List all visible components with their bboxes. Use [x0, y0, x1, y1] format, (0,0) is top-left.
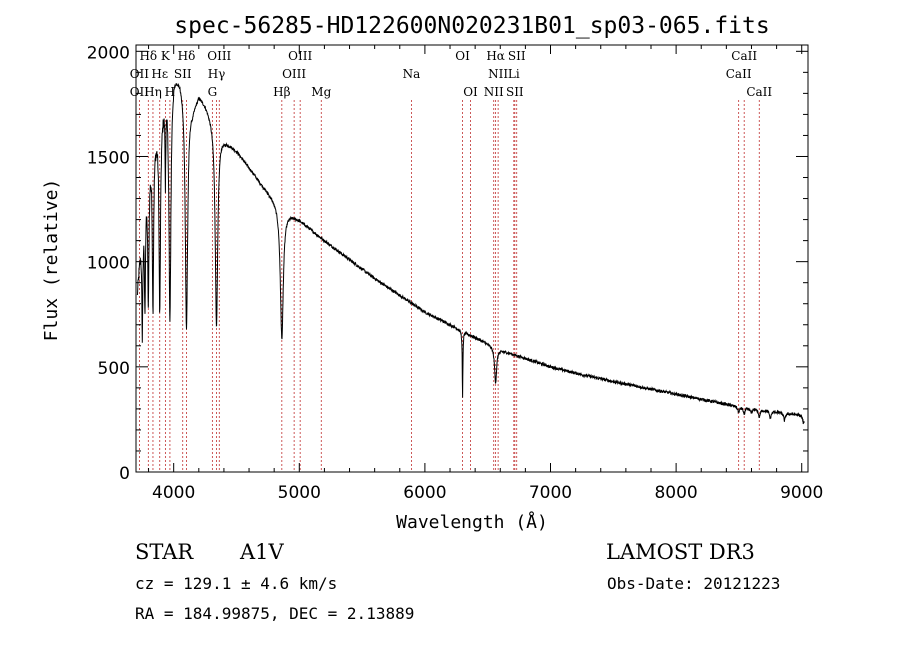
line-marker-label: OIII [207, 49, 231, 63]
line-marker-label: OIII [282, 67, 306, 81]
line-marker-label: OII [130, 67, 150, 81]
line-marker-label: Hδ [178, 49, 196, 63]
observation-date: Obs-Date: 20121223 [607, 574, 781, 593]
line-marker-label: Hα [486, 49, 505, 63]
x-tick-label: 5000 [278, 483, 321, 503]
y-tick-label: 1500 [87, 148, 130, 168]
spectrum-line [136, 82, 805, 425]
line-marker-label: G [208, 85, 218, 99]
spectrum-series [136, 82, 805, 425]
y-tick-label: 2000 [87, 43, 130, 63]
object-subclass: A1V [240, 540, 284, 564]
y-axis: 0 500 1000 1500 2000 [87, 43, 808, 484]
redshift-velocity: cz = 129.1 ± 4.6 km/s [135, 574, 338, 593]
x-tick-label: 7000 [529, 483, 572, 503]
line-marker-label: NII [484, 85, 504, 99]
line-marker-label: OIII [288, 49, 312, 63]
x-tick-label: 6000 [403, 483, 446, 503]
x-tick-label: 4000 [152, 483, 195, 503]
line-marker-label: H [165, 85, 175, 99]
y-tick-label: 0 [119, 464, 130, 484]
x-tick-label: 8000 [654, 483, 697, 503]
line-marker-label: SII [508, 49, 526, 63]
line-marker-label: Hε [151, 67, 168, 81]
line-marker-label: OII [130, 85, 150, 99]
line-marker-label: K [161, 49, 171, 63]
line-marker-label: CaII [731, 49, 757, 63]
chart-title: spec-56285-HD122600N020231B01_sp03-065.f… [174, 13, 769, 39]
line-marker-label: Hβ [273, 85, 290, 99]
object-class: STAR [135, 540, 194, 564]
line-marker-label: Hη [144, 85, 162, 99]
x-tick-label: 9000 [780, 483, 823, 503]
spectrum-chart: spec-56285-HD122600N020231B01_sp03-065.f… [41, 13, 823, 533]
line-marker-label: Hγ [208, 67, 226, 81]
plot-frame [135, 44, 809, 473]
survey-name: LAMOST DR3 [606, 540, 755, 564]
line-marker-label: OI [455, 49, 470, 63]
line-marker-label: Li [508, 67, 520, 81]
x-axis: 4000 5000 6000 7000 8000 9000 [148, 45, 823, 503]
line-marker-label: SII [506, 85, 524, 99]
line-marker-label: Mg [311, 85, 331, 99]
line-marker-label: CaII [746, 85, 772, 99]
line-marker-label: NII [488, 67, 508, 81]
line-marker-label: Hδ [139, 49, 157, 63]
line-marker-label: SII [174, 67, 192, 81]
line-marker-label: Na [403, 67, 421, 81]
line-marker-label: CaII [726, 67, 752, 81]
y-tick-label: 1000 [87, 254, 130, 274]
x-axis-label: Wavelength (Å) [396, 511, 548, 533]
coordinates: RA = 184.99875, DEC = 2.13889 [135, 604, 415, 623]
y-axis-label: Flux (relative) [41, 179, 62, 342]
line-marker-label: OI [463, 85, 478, 99]
y-tick-label: 500 [98, 359, 130, 379]
